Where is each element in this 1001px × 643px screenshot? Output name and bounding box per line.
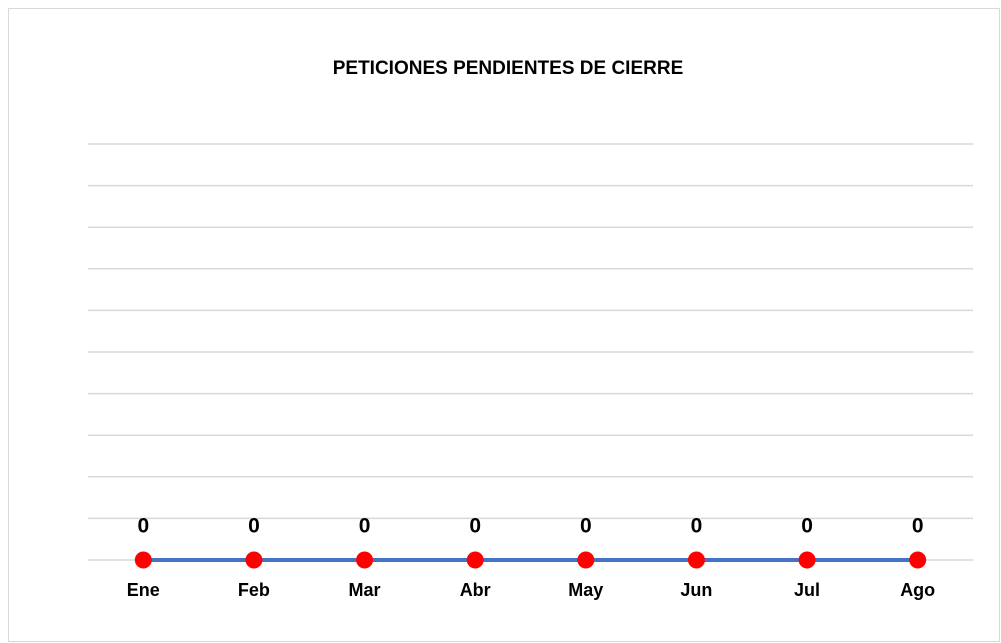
x-tick-label: Jul — [794, 580, 820, 600]
marker — [466, 551, 484, 569]
data-label: 0 — [801, 515, 813, 538]
data-label: 0 — [137, 515, 149, 538]
x-tick-label: Jun — [680, 580, 712, 600]
marker — [356, 551, 374, 569]
x-tick-label: Abr — [460, 580, 491, 600]
x-tick-label: Ene — [127, 580, 160, 600]
data-label: 0 — [580, 515, 592, 538]
x-tick-label: May — [568, 580, 603, 600]
data-label: 0 — [469, 515, 481, 538]
chart-title: PETICIONES PENDIENTES DE CIERRE — [333, 58, 684, 79]
x-tick-label: Feb — [238, 580, 270, 600]
data-label: 0 — [248, 515, 260, 538]
x-tick-label: Mar — [349, 580, 381, 600]
marker — [134, 551, 152, 569]
data-label: 0 — [912, 515, 924, 538]
x-tick-label: Ago — [900, 580, 935, 600]
marker — [798, 551, 816, 569]
chart-frame — [8, 8, 1000, 642]
data-label: 0 — [359, 515, 371, 538]
marker — [909, 551, 927, 569]
marker — [687, 551, 705, 569]
marker — [577, 551, 595, 569]
data-label: 0 — [691, 515, 703, 538]
marker — [245, 551, 263, 569]
